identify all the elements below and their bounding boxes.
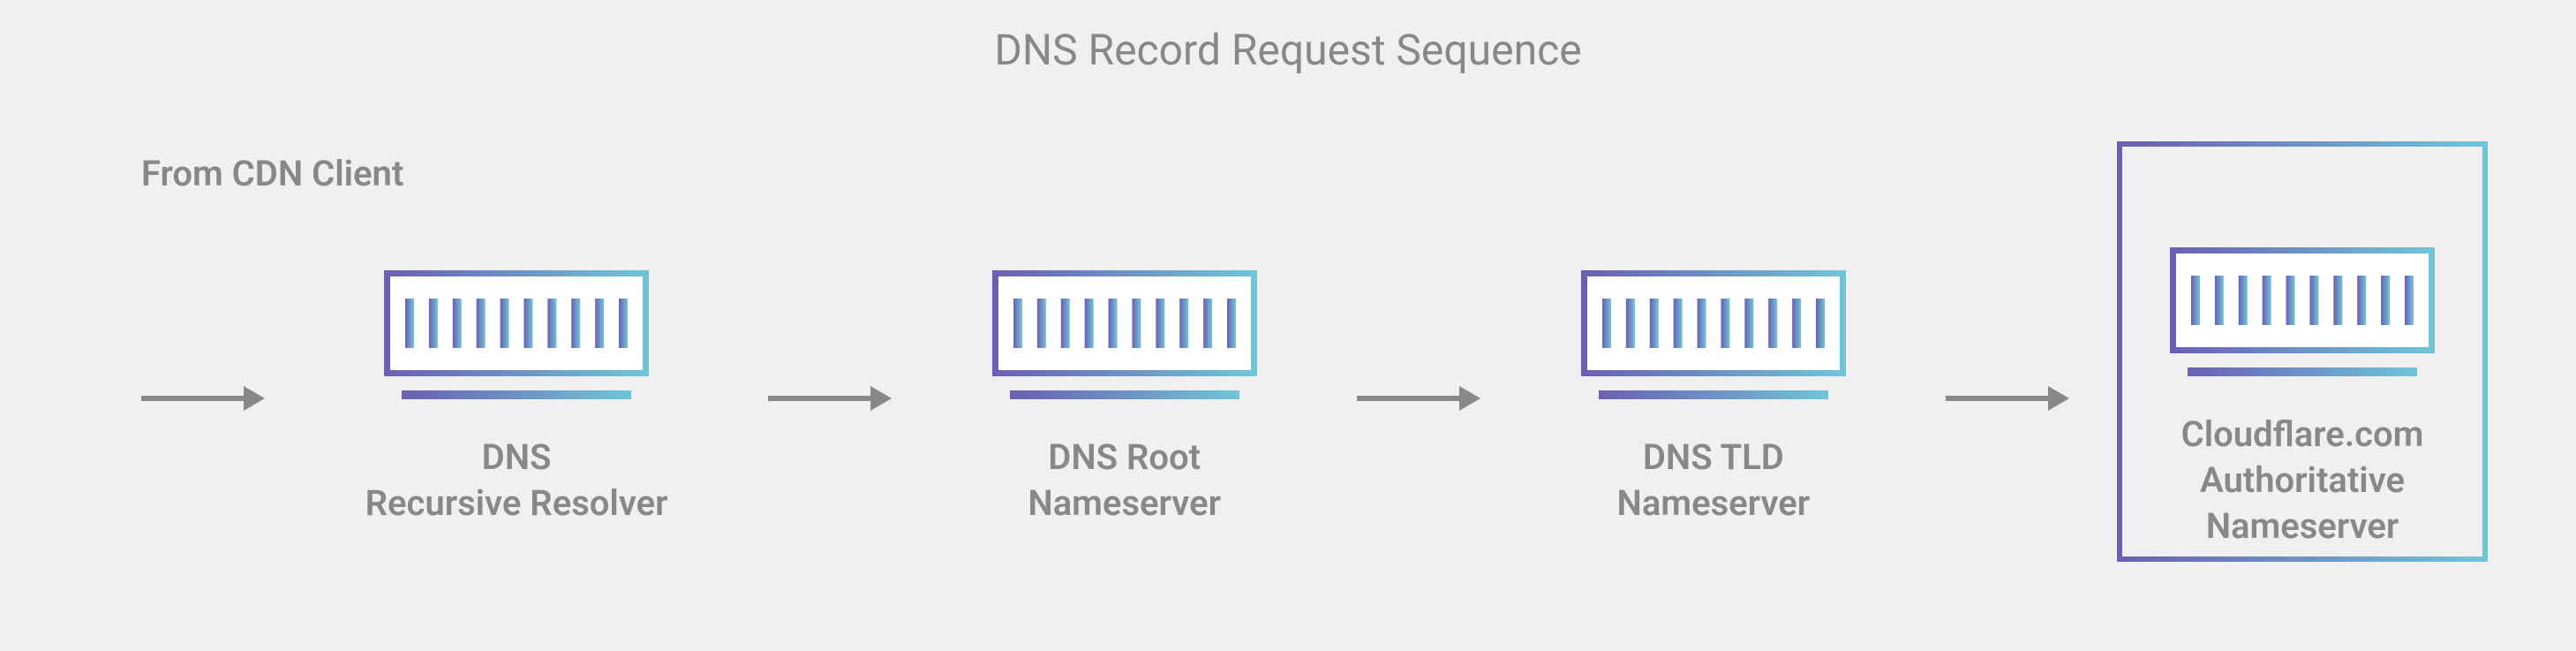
server-node: Cloudflare.com Authoritative Nameserver (2170, 247, 2435, 549)
server-node: DNS TLD Nameserver (1581, 270, 1846, 526)
arrow-icon (1357, 381, 1480, 416)
flow-row: DNS Recursive Resolver DNS Root Nameserv… (141, 247, 2435, 549)
arrow-icon (1946, 381, 2069, 416)
origin-label: From CDN Client (141, 152, 403, 196)
arrow-icon (141, 381, 265, 416)
server-label: DNS TLD Nameserver (1617, 435, 1811, 526)
server-icon (1581, 270, 1846, 399)
server-icon (384, 270, 649, 399)
server-node: DNS Root Nameserver (992, 270, 1257, 526)
server-label: DNS Root Nameserver (1028, 435, 1221, 526)
server-label: DNS Recursive Resolver (365, 435, 668, 526)
server-icon (2170, 247, 2435, 376)
diagram-title: DNS Record Request Sequence (994, 25, 1581, 75)
server-icon (992, 270, 1257, 399)
server-label: Cloudflare.com Authoritative Nameserver (2181, 412, 2424, 549)
server-node: DNS Recursive Resolver (365, 270, 668, 526)
arrow-icon (768, 381, 892, 416)
